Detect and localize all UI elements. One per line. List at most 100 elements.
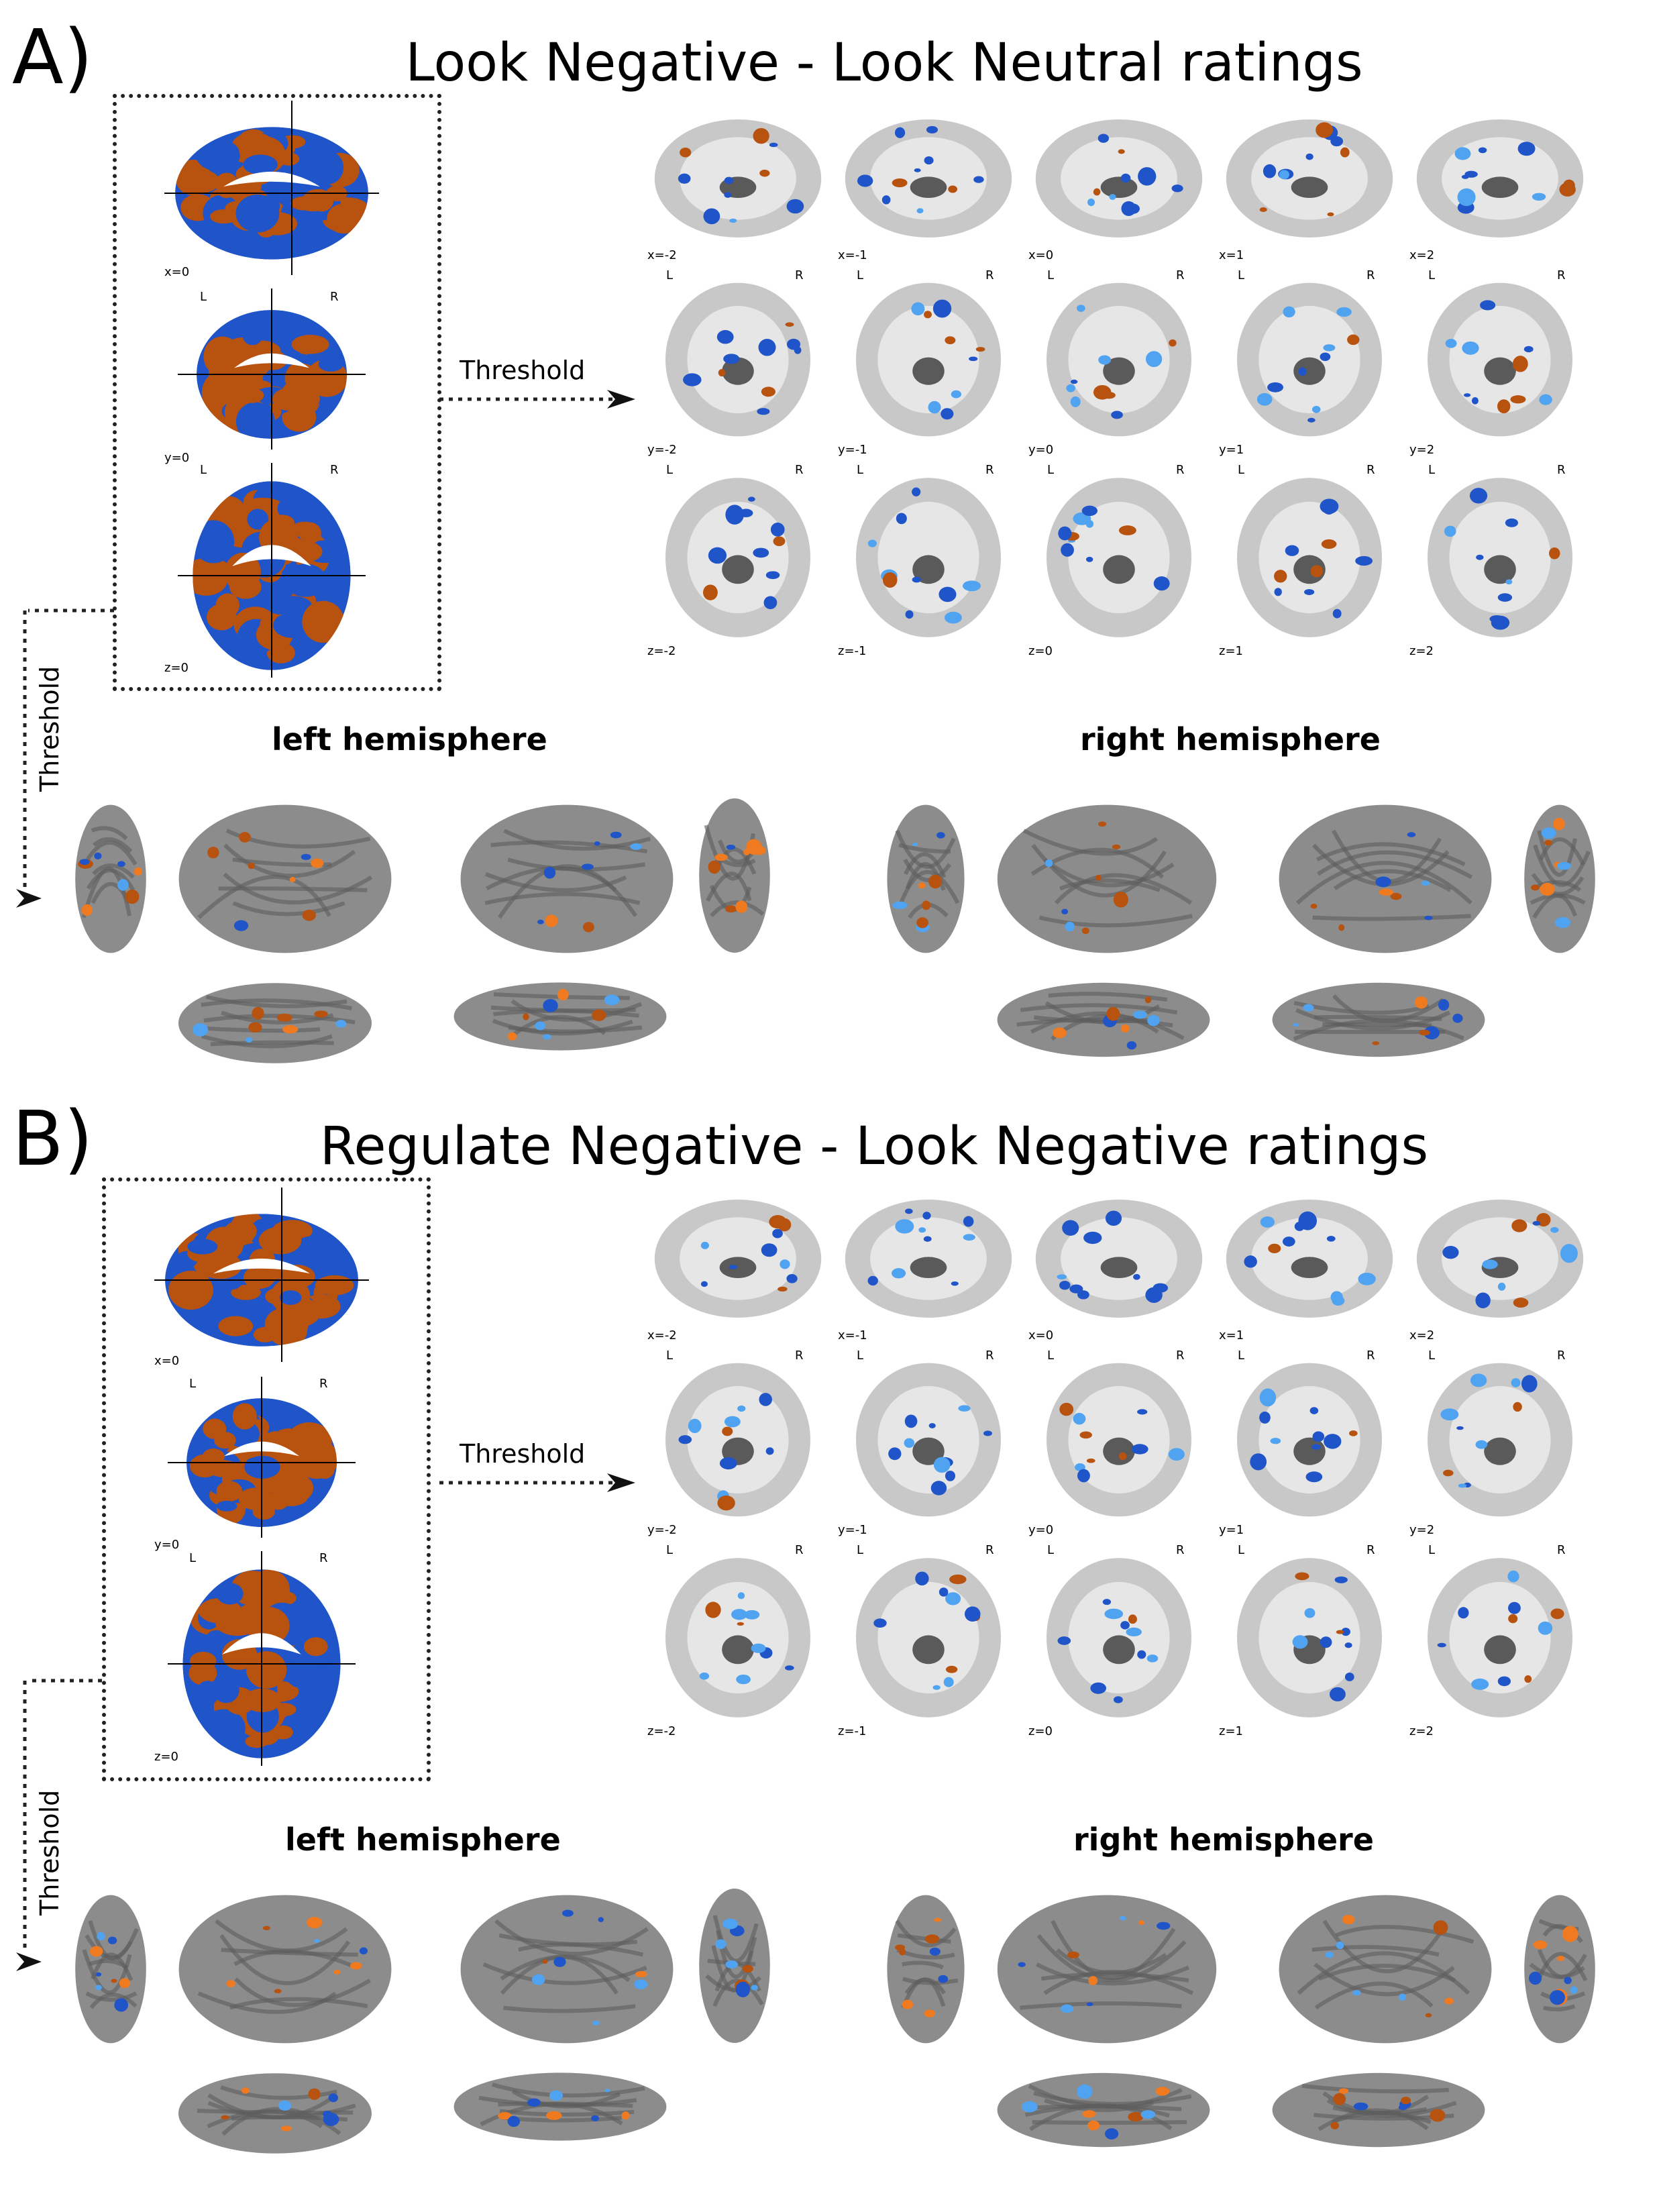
activation-cluster bbox=[1325, 1951, 1334, 1958]
surface-left-inferior bbox=[178, 983, 372, 1063]
activation-cluster bbox=[1109, 194, 1116, 200]
threshold-arrow-right bbox=[439, 390, 635, 409]
orientation-right: R bbox=[985, 463, 994, 477]
activation-cluster bbox=[784, 1665, 794, 1671]
activation-cluster bbox=[719, 1457, 737, 1470]
glass-brain-sagittal bbox=[164, 101, 379, 275]
activation-cluster bbox=[915, 1571, 929, 1586]
activation-cluster bbox=[1529, 1971, 1542, 1985]
activation-cluster bbox=[1312, 1431, 1325, 1442]
glass-label-axial: z=0 bbox=[154, 1750, 178, 1764]
slice-coordinate-label: x=-2 bbox=[647, 248, 677, 262]
activation-cluster bbox=[1145, 1287, 1163, 1303]
activation-cluster bbox=[207, 847, 219, 859]
activation-cluster bbox=[1471, 397, 1479, 405]
activation-cluster bbox=[1454, 147, 1471, 160]
activation-cluster bbox=[235, 402, 275, 439]
surface-left-superior bbox=[453, 982, 667, 1051]
activation-cluster bbox=[973, 176, 984, 183]
glass-orientation-left: L bbox=[189, 1551, 197, 1565]
activation-cluster bbox=[983, 1430, 993, 1436]
activation-cluster bbox=[1549, 1990, 1565, 2005]
activation-cluster bbox=[282, 1025, 299, 1034]
coronal-slice bbox=[1047, 1363, 1191, 1517]
activation-cluster bbox=[700, 1241, 710, 1249]
activation-cluster bbox=[1540, 882, 1555, 896]
activation-cluster bbox=[759, 1393, 772, 1406]
activation-cluster bbox=[1511, 1378, 1521, 1387]
activation-cluster bbox=[1424, 915, 1433, 920]
activation-cluster bbox=[1305, 1471, 1323, 1483]
activation-cluster bbox=[1508, 1614, 1518, 1624]
activation-cluster bbox=[718, 369, 726, 377]
activation-cluster bbox=[1330, 2121, 1340, 2129]
surface-left-posterior bbox=[699, 798, 770, 953]
activation-cluster bbox=[1476, 554, 1484, 560]
activation-cluster bbox=[189, 1454, 220, 1478]
glass-label-coronal: y=0 bbox=[164, 451, 190, 465]
activation-cluster bbox=[1419, 1029, 1430, 1036]
orientation-right: R bbox=[1367, 1349, 1375, 1363]
activation-cluster bbox=[1155, 2087, 1170, 2096]
activation-cluster bbox=[1279, 170, 1289, 180]
activation-cluster bbox=[714, 853, 728, 861]
orientation-left: L bbox=[1047, 1543, 1055, 1557]
activation-cluster bbox=[737, 1592, 745, 1599]
activation-cluster bbox=[583, 922, 594, 933]
activation-cluster bbox=[699, 1672, 710, 1680]
activation-cluster bbox=[1539, 394, 1552, 405]
activation-cluster bbox=[309, 190, 334, 212]
activation-cluster bbox=[1358, 1272, 1376, 1285]
activation-cluster bbox=[133, 867, 143, 876]
activation-cluster bbox=[1508, 1601, 1521, 1614]
surface-left-lateral bbox=[460, 804, 674, 953]
activation-cluster bbox=[725, 1960, 739, 1968]
activation-cluster bbox=[537, 919, 544, 925]
activation-cluster bbox=[1304, 588, 1315, 595]
activation-cluster bbox=[1322, 502, 1336, 515]
activation-cluster bbox=[542, 1959, 548, 1964]
activation-cluster bbox=[278, 2100, 292, 2111]
activation-cluster bbox=[761, 1243, 778, 1257]
surface-left-posterior bbox=[699, 1889, 770, 2043]
slice-coordinate-label: y=-1 bbox=[838, 1523, 867, 1537]
activation-cluster bbox=[1372, 1041, 1380, 1045]
activation-cluster bbox=[949, 1574, 967, 1585]
activation-cluster bbox=[914, 307, 922, 312]
activation-cluster bbox=[1480, 300, 1496, 311]
activation-cluster bbox=[216, 177, 236, 199]
activation-cluster bbox=[758, 339, 776, 356]
activation-cluster bbox=[912, 487, 921, 496]
right-hemisphere-label: right hemisphere bbox=[1080, 721, 1381, 757]
slice-coordinate-label: x=2 bbox=[1409, 1328, 1435, 1342]
activation-cluster bbox=[1549, 547, 1560, 560]
activation-cluster bbox=[1341, 1628, 1350, 1636]
activation-cluster bbox=[916, 208, 924, 213]
surface-right-inferior bbox=[997, 2072, 1210, 2148]
activation-cluster bbox=[1497, 593, 1513, 602]
activation-cluster bbox=[245, 1735, 268, 1748]
activation-cluster bbox=[729, 1265, 738, 1269]
activation-cluster bbox=[1407, 832, 1416, 837]
orientation-right: R bbox=[795, 1543, 804, 1557]
activation-cluster bbox=[604, 2089, 610, 2093]
orientation-left: L bbox=[857, 1543, 864, 1557]
activation-cluster bbox=[1270, 1438, 1281, 1444]
activation-cluster bbox=[904, 1414, 918, 1428]
activation-cluster bbox=[703, 208, 720, 225]
activation-cluster bbox=[193, 563, 228, 596]
activation-cluster bbox=[1145, 351, 1163, 368]
activation-cluster bbox=[892, 178, 908, 188]
activation-cluster bbox=[1113, 1696, 1123, 1703]
activation-cluster bbox=[943, 1677, 954, 1687]
activation-cluster bbox=[1087, 198, 1095, 207]
activation-cluster bbox=[273, 613, 312, 638]
activation-cluster bbox=[688, 1418, 702, 1434]
activation-cluster bbox=[1061, 543, 1074, 557]
activation-cluster bbox=[1532, 1220, 1541, 1226]
activation-cluster bbox=[1282, 1236, 1295, 1247]
coronal-slice bbox=[665, 282, 810, 437]
coronal-slice bbox=[1237, 1363, 1382, 1517]
activation-cluster bbox=[527, 2098, 541, 2107]
